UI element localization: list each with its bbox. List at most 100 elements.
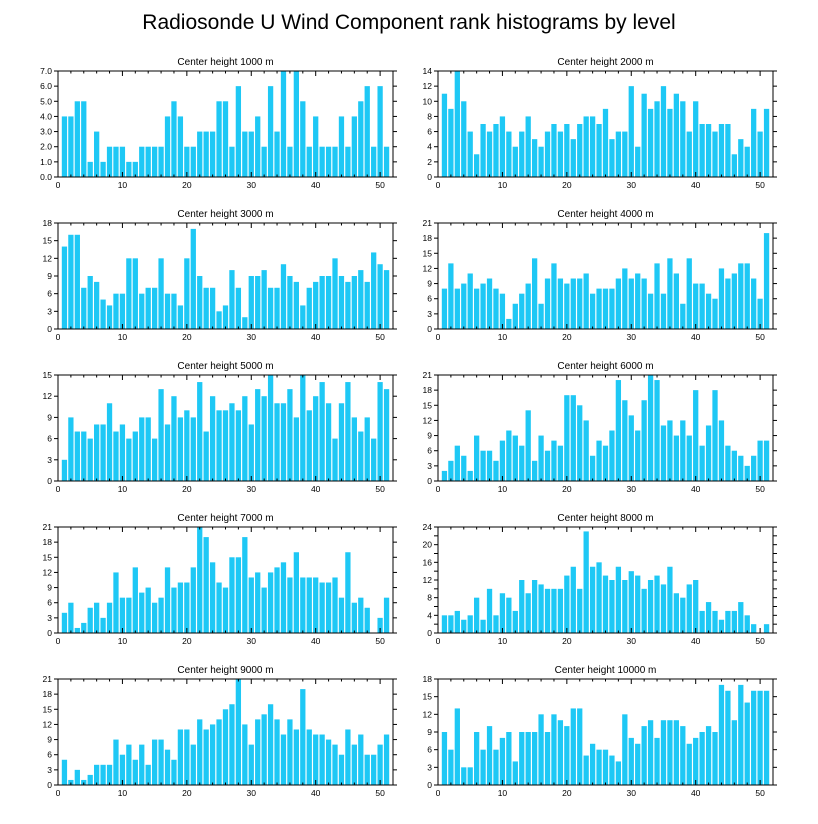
bar <box>763 233 770 329</box>
bar <box>106 305 113 329</box>
bar <box>615 566 622 633</box>
bar <box>751 690 757 785</box>
bar <box>628 86 634 177</box>
bar <box>197 382 203 481</box>
bar <box>332 438 338 481</box>
bar <box>377 744 383 785</box>
bar <box>474 435 480 481</box>
bar <box>74 234 80 329</box>
bar <box>647 580 654 633</box>
bar <box>525 593 531 633</box>
bar <box>87 774 93 785</box>
bar <box>364 754 370 785</box>
bar <box>280 562 287 633</box>
x-tick-label: 10 <box>118 788 128 798</box>
x-tick-label: 50 <box>755 484 765 494</box>
y-tick-label: 12 <box>423 81 433 91</box>
bar <box>280 734 287 785</box>
bar <box>358 431 364 481</box>
x-tick-label: 40 <box>691 180 701 190</box>
bar <box>757 131 763 177</box>
bar <box>267 86 274 177</box>
bar <box>177 417 184 481</box>
bar <box>151 287 158 329</box>
bar <box>712 610 718 633</box>
bar <box>570 708 576 785</box>
y-tick-label: 0 <box>427 476 432 486</box>
bar <box>680 303 686 329</box>
x-tick-label: 0 <box>56 332 61 342</box>
x-tick-label: 50 <box>755 180 765 190</box>
bar <box>158 739 164 785</box>
bar <box>145 587 151 633</box>
panel-title: Center height 3000 m <box>177 209 273 220</box>
bar <box>705 293 712 329</box>
bar <box>519 732 525 785</box>
bar <box>106 602 113 633</box>
bar <box>474 288 480 329</box>
x-tick-label: 30 <box>627 180 637 190</box>
bar <box>712 298 718 329</box>
bar <box>718 124 725 177</box>
bar <box>628 278 634 329</box>
bar <box>454 445 460 481</box>
bar <box>209 396 216 481</box>
bar <box>248 744 254 785</box>
bar <box>686 131 692 177</box>
bar <box>235 86 242 177</box>
bar <box>731 450 737 481</box>
bar <box>519 293 525 329</box>
panel-title: Center height 5000 m <box>177 361 273 372</box>
x-tick-label: 0 <box>56 484 61 494</box>
bar <box>164 424 171 481</box>
bar <box>686 435 692 481</box>
y-tick-label: 8 <box>427 111 432 121</box>
bar <box>467 767 473 785</box>
bar <box>641 93 647 177</box>
bar <box>667 258 673 329</box>
bar <box>641 588 647 633</box>
x-tick-label: 20 <box>562 180 572 190</box>
bar <box>557 445 564 481</box>
bar <box>660 425 667 481</box>
bar <box>164 116 171 177</box>
bar <box>209 562 216 633</box>
bar <box>216 101 222 177</box>
bar <box>261 146 267 177</box>
y-tick-label: 15 <box>423 692 433 702</box>
bar <box>151 438 158 481</box>
bar <box>441 93 448 177</box>
y-tick-label: 0 <box>47 324 52 334</box>
bar <box>126 438 132 481</box>
y-tick-label: 10 <box>423 96 433 106</box>
bar <box>383 146 390 177</box>
x-tick-label: 0 <box>436 484 441 494</box>
bar <box>751 624 757 633</box>
bar <box>338 276 345 329</box>
bar <box>602 445 609 481</box>
y-tick-label: 6.0 <box>40 81 52 91</box>
bar <box>94 281 100 329</box>
bar <box>306 577 312 633</box>
bar <box>448 615 454 633</box>
bar <box>680 597 686 633</box>
bar <box>177 729 184 785</box>
bar <box>235 557 242 633</box>
y-tick-label: 6 <box>427 446 432 456</box>
bar <box>145 764 151 785</box>
panel-6: Center height 6000 m 0 10 20 30 40 50 0 3 6 9 12 15 1… <box>423 361 777 494</box>
bar <box>203 431 209 481</box>
bar <box>126 161 132 177</box>
bar <box>364 417 370 481</box>
bar <box>126 258 132 329</box>
panel-title: Center height 2000 m <box>557 57 653 68</box>
x-tick-label: 10 <box>498 332 508 342</box>
x-tick-label: 30 <box>627 484 637 494</box>
bar <box>519 131 525 177</box>
bar <box>332 744 338 785</box>
bar <box>725 445 731 481</box>
y-tick-label: 1.0 <box>40 157 52 167</box>
bar <box>203 729 209 785</box>
bar <box>628 737 634 785</box>
